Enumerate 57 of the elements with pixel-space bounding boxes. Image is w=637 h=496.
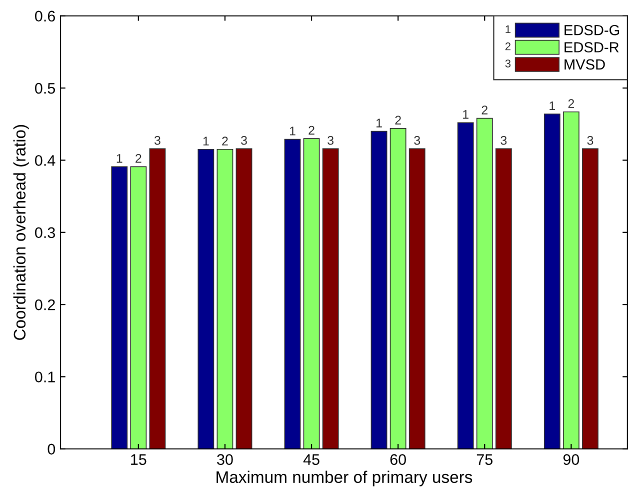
- text: 1: [550, 101, 556, 110]
- bar: [370, 130, 388, 449]
- y-axis-title: Coordination overhead (ratio): [13, 125, 29, 340]
- text: 3: [500, 136, 507, 145]
- bar: [236, 148, 252, 449]
- bar: [562, 111, 580, 449]
- x-tick-label: 15: [131, 454, 146, 465]
- bar: [322, 148, 339, 449]
- text: 3: [328, 136, 334, 145]
- x-tick-label: 60: [390, 454, 406, 465]
- x-tick-label: 30: [217, 454, 233, 465]
- text: 3: [414, 136, 420, 145]
- x-axis-title: Maximum number of primary users: [216, 470, 472, 486]
- x-tick-label: 75: [476, 454, 492, 465]
- bar: [216, 148, 234, 449]
- text: 2: [222, 136, 228, 146]
- y-tick-label: 0.3: [35, 227, 55, 238]
- bar: [408, 148, 426, 449]
- text: 3: [587, 136, 594, 145]
- text: 1: [376, 118, 382, 128]
- y-tick-label: 0.5: [35, 82, 56, 94]
- text: 3: [241, 136, 247, 145]
- text: 1: [506, 25, 510, 34]
- bar: [111, 166, 128, 449]
- text: 3: [505, 60, 511, 68]
- bar: [198, 148, 214, 449]
- legend-label: EDSD-R: [564, 42, 619, 52]
- annotation: 2: [136, 154, 142, 163]
- bar: [457, 122, 474, 449]
- bar: [582, 148, 598, 449]
- text: 2: [482, 106, 488, 114]
- x-tick-label: 90: [563, 454, 580, 465]
- y-tick-label: 0.2: [35, 299, 55, 310]
- bar: [130, 166, 147, 449]
- bar: [544, 114, 560, 449]
- legend-label: MVSD: [564, 59, 605, 70]
- bar: [303, 138, 320, 449]
- y-tick-label: 0: [48, 444, 56, 455]
- annotation: 3: [154, 136, 160, 145]
- text: 1: [463, 110, 468, 119]
- y-tick-label: 0.6: [35, 10, 55, 22]
- bar: [495, 148, 512, 449]
- text: 1: [203, 136, 209, 146]
- text: 2: [395, 116, 401, 124]
- bar: [476, 118, 493, 449]
- legend-label: EDSD-G: [564, 24, 620, 36]
- text: 2: [568, 99, 574, 108]
- annotation: 1: [116, 154, 122, 163]
- y-tick-label: 0.4: [35, 155, 56, 166]
- bar: [149, 148, 166, 449]
- text: 2: [308, 126, 314, 135]
- bar: [284, 138, 301, 449]
- text: 2: [505, 42, 510, 50]
- x-tick-label: 45: [303, 454, 320, 465]
- y-tick-label: 0.1: [35, 372, 55, 382]
- text: 1: [290, 126, 296, 136]
- bar: [390, 128, 406, 449]
